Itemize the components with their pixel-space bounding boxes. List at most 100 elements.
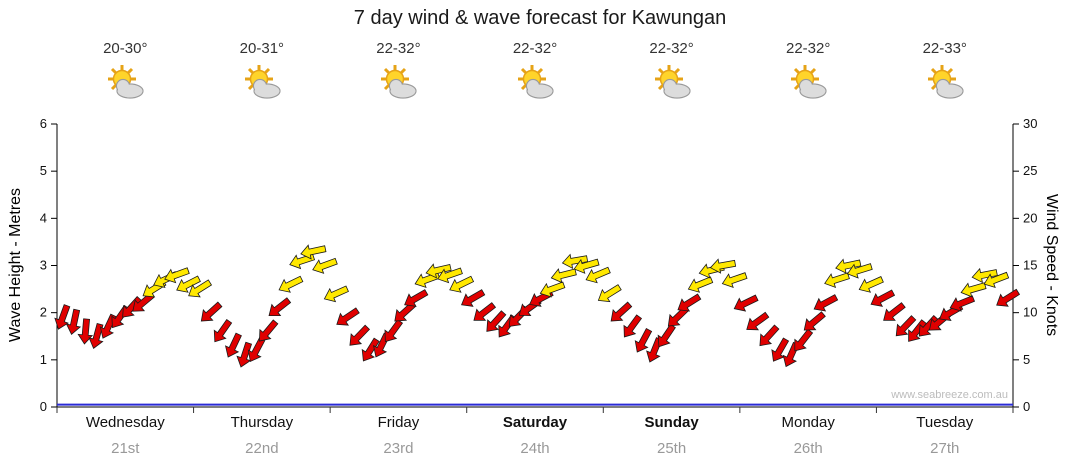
wind-arrow [803,311,826,331]
wind-arrow [425,263,452,279]
wind-arrow [983,271,1010,289]
wind-arrow [539,281,566,298]
wind-arrow [677,293,702,312]
temp-range: 22-32° [785,40,831,57]
partly-cloudy-icon [518,65,554,99]
cloud [935,78,964,99]
wind-arrow [610,301,633,322]
temp-range: 22-32° [649,40,694,57]
left-axis-tick-label: 6 [40,116,47,131]
right-axis-tick-label: 20 [1023,210,1037,225]
wind-arrow [813,294,839,312]
day-name: Wednesday [85,414,165,431]
day-date: 25th [657,440,687,457]
cloud [799,78,827,99]
day-name: Sunday [644,414,699,431]
partly-cloudy-icon [244,65,281,99]
cloud [116,78,144,99]
left-axis-tick-label: 4 [40,210,47,225]
wind-arrow [550,268,577,284]
wind-arrow [634,328,653,353]
partly-cloudy-icon [108,65,144,99]
partly-cloudy-icon [654,65,691,99]
wind-arrow [960,282,987,298]
right-axis-title: Wind Speed - Knots [1043,193,1060,337]
left-axis-tick-label: 1 [40,352,47,367]
page-title: 7 day wind & wave forecast for Kawungan [353,7,727,29]
wind-arrow [824,272,850,288]
wind-arrow [384,319,404,343]
right-axis-tick-label: 25 [1023,163,1037,178]
wind-arrow [597,284,622,303]
wind-arrow [278,275,304,293]
right-axis-tick-label: 0 [1023,399,1030,414]
left-axis-tick-label: 5 [40,163,47,178]
watermark: www.seabreeze.com.au [891,389,1008,401]
temp-range: 22-32° [512,40,558,57]
wind-arrow [883,302,906,321]
partly-cloudy-icon [791,65,827,99]
day-name: Monday [781,414,835,431]
temp-range: 22-32° [376,40,421,57]
partly-cloudy-icon [381,65,418,99]
wind-arrow [461,289,486,307]
wind-arrow [733,294,759,312]
wind-arrow [996,288,1021,307]
day-date: 23rd [383,440,414,457]
wind-arrow [908,319,927,342]
cloud [525,78,554,99]
wind-arrow [188,279,213,298]
day-column: 22-33° Tuesday 27th [876,0,1013,475]
wind-arrow [200,301,223,322]
left-axis-tick-label: 3 [40,258,47,273]
wind-arrow [213,318,233,343]
day-column: 22-32° Sunday 25th [603,0,740,475]
wind-arrow [268,297,292,316]
wind-arrow [65,308,82,335]
day-date: 27th [930,440,960,457]
right-axis-tick-label: 5 [1023,352,1030,367]
left-axis-tick-label: 0 [40,399,47,414]
day-column: 22-32° Monday 26th [740,0,877,475]
day-column: 22-32° Friday 23rd [330,0,467,475]
wind-arrow [437,267,463,284]
day-name: Saturday [502,414,568,431]
wind-arrow [949,295,976,312]
wind-arrow [721,272,748,289]
wind-arrow [858,276,884,293]
wind-arrow [88,322,104,350]
wind-arrow [759,324,780,347]
wind-arrow [709,258,737,274]
cloud [252,78,281,99]
temp-range: 20-30° [103,40,148,57]
partly-cloudy-icon [927,65,964,99]
wind-arrow [971,267,998,284]
wind-arrow [561,253,589,270]
day-date: 22nd [245,440,279,457]
right-axis-tick-label: 30 [1023,116,1037,131]
right-axis-tick-label: 10 [1023,305,1037,320]
wind-arrow [336,307,360,326]
wind-arrow [687,276,714,293]
wind-arrow [573,258,600,274]
day-name: Friday [377,414,420,431]
wind-arrow [449,275,475,293]
wind-arrow [236,341,253,368]
temp-range: 22-33° [922,40,967,57]
day-column: 20-30° Wednesday 21st [57,0,194,475]
wind-arrow [300,244,327,260]
wind-arrow [404,289,429,307]
day-column: 20-31° Thursday 22nd [194,0,331,475]
cloud [662,78,691,99]
cloud [389,78,418,99]
wind-arrow [361,337,380,362]
wind-arrow [312,257,338,274]
wind-arrow [225,332,242,358]
wind-arrow [486,310,507,332]
wind-arrow [835,258,862,274]
wind-arrow [176,275,201,293]
wind-arrow [349,324,371,346]
wind-arrow [895,315,917,337]
